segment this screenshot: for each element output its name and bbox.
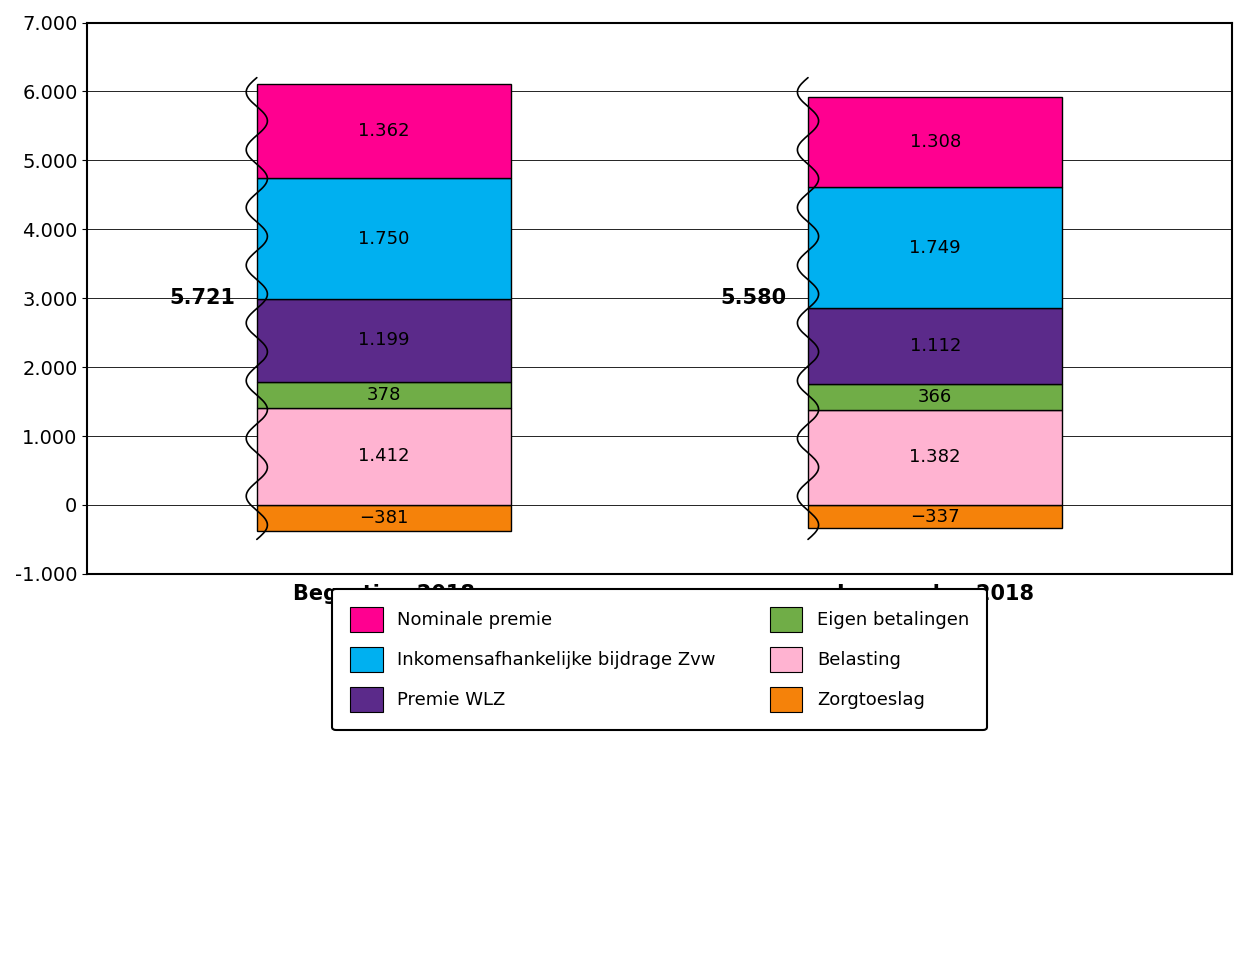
Bar xyxy=(808,187,1062,308)
Text: 1.362: 1.362 xyxy=(358,122,410,140)
Text: 1.112: 1.112 xyxy=(909,337,961,355)
Text: 1.199: 1.199 xyxy=(358,331,410,349)
Bar xyxy=(257,299,511,381)
Bar xyxy=(808,308,1062,384)
Text: −381: −381 xyxy=(359,509,409,527)
Text: 1.382: 1.382 xyxy=(909,448,961,467)
Legend: Nominale premie, Inkomensafhankelijke bijdrage Zvw, Premie WLZ, Eigen betalingen: Nominale premie, Inkomensafhankelijke bi… xyxy=(332,589,988,730)
Bar xyxy=(808,384,1062,409)
Bar xyxy=(257,505,511,531)
Text: 1.749: 1.749 xyxy=(909,238,961,257)
Bar xyxy=(257,178,511,299)
Bar xyxy=(257,408,511,505)
Bar xyxy=(808,505,1062,529)
Bar xyxy=(257,381,511,408)
Text: 378: 378 xyxy=(367,385,402,404)
Text: 5.580: 5.580 xyxy=(721,288,787,308)
Text: 5.721: 5.721 xyxy=(170,288,236,308)
Text: 366: 366 xyxy=(918,388,953,407)
Bar xyxy=(808,97,1062,187)
Bar xyxy=(808,409,1062,505)
Text: −337: −337 xyxy=(910,507,960,526)
Text: 1.750: 1.750 xyxy=(358,229,410,248)
Text: 1.412: 1.412 xyxy=(358,447,410,466)
Bar xyxy=(257,84,511,178)
Text: 1.308: 1.308 xyxy=(909,134,961,151)
